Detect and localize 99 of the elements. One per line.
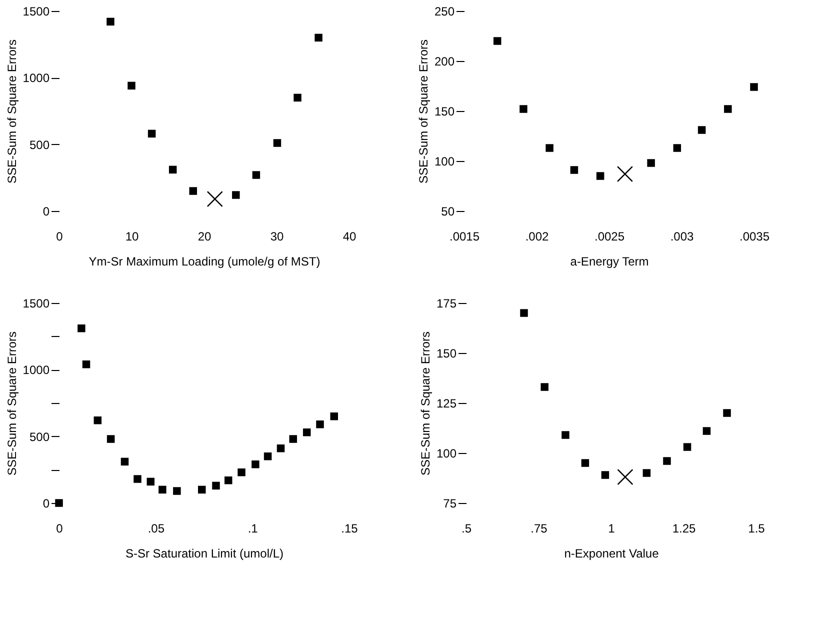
point [673, 144, 682, 152]
x-tick-label: .5 [461, 522, 472, 536]
point [106, 435, 115, 443]
x-tick-label: .0035 [739, 230, 770, 244]
point [617, 468, 634, 486]
point [289, 435, 297, 443]
point [252, 171, 260, 179]
point [750, 83, 758, 91]
y-tick-label: 50 [441, 204, 455, 218]
x-tick-label: .05 [148, 522, 165, 536]
point [546, 144, 554, 152]
x-tick-label: .0025 [594, 230, 625, 244]
point [128, 82, 136, 90]
point [189, 187, 197, 195]
point [683, 443, 692, 451]
point [146, 478, 155, 486]
x-tick-label: .0015 [449, 230, 480, 244]
x-tick-label: .003 [670, 230, 694, 244]
point [562, 431, 570, 439]
y-tick-label: 75 [443, 496, 457, 510]
y-tick-label: 1500 [22, 4, 50, 18]
point [294, 94, 302, 102]
point [570, 166, 578, 174]
x-tick-label: 1.5 [748, 522, 766, 536]
point [206, 190, 223, 208]
point [78, 324, 86, 332]
y-tick-label: 150 [436, 346, 457, 360]
y-tick-label: 0 [42, 496, 50, 510]
point [238, 468, 246, 476]
point [148, 130, 156, 138]
x-tick-label: 30 [270, 230, 284, 244]
point [698, 126, 706, 134]
point [724, 105, 732, 113]
x-tick-label: 20 [198, 230, 212, 244]
y-tick-label: 0 [42, 204, 50, 218]
y-axis-title: SSE-Sum of Square Errors [418, 331, 432, 476]
x-tick-label: 1.25 [672, 522, 696, 536]
point [158, 486, 166, 494]
point [134, 475, 142, 483]
point [723, 409, 731, 417]
x-tick-label: .75 [530, 522, 548, 536]
point [273, 139, 282, 147]
point [520, 309, 528, 317]
y-axis-title: SSE-Sum of Square Errors [4, 331, 19, 476]
x-axis-title: S-Sr Saturation Limit (umol/L) [125, 546, 284, 560]
x-tick-label: 0 [56, 230, 64, 244]
point [120, 458, 129, 466]
x-tick-label: 40 [342, 230, 356, 244]
point [647, 159, 655, 167]
point [581, 459, 590, 467]
point [316, 420, 324, 428]
point [330, 412, 338, 420]
x-tick-label: .1 [248, 522, 258, 536]
y-axis-title: SSE-Sum of Square Errors [4, 39, 19, 184]
y-axis-title: SSE-Sum of Square Errors [416, 39, 430, 184]
x-tick-label: 10 [125, 230, 139, 244]
point [82, 360, 90, 368]
point [168, 166, 177, 174]
point [520, 105, 528, 113]
y-tick-label: 1500 [22, 296, 50, 310]
x-tick-label: 1 [608, 522, 616, 536]
point [314, 34, 322, 42]
x-axis-title: n-Exponent Value [564, 546, 660, 560]
point [493, 37, 502, 45]
point [252, 460, 260, 468]
y-tick-label: 200 [434, 54, 455, 68]
y-tick-label: 1000 [22, 363, 50, 378]
y-tick-label: 100 [434, 154, 455, 168]
point [616, 166, 634, 182]
point [596, 172, 604, 180]
point [702, 427, 711, 435]
point [173, 487, 181, 495]
y-tick-label: 100 [436, 446, 457, 460]
x-tick-label: .002 [525, 230, 549, 244]
point [212, 482, 220, 490]
y-tick-label: 250 [434, 4, 455, 18]
x-axis-title: Ym-Sr Maximum Loading (umole/g of MST) [88, 254, 320, 268]
y-tick-label: 500 [29, 430, 50, 444]
x-tick-label: 0 [56, 522, 64, 536]
y-tick-label: 1000 [22, 71, 50, 86]
point [198, 486, 206, 494]
point [106, 18, 114, 26]
point [224, 476, 232, 484]
y-tick-label: 125 [436, 396, 457, 410]
y-tick-label: 150 [434, 104, 455, 118]
point [642, 469, 651, 477]
y-tick-label: 500 [29, 138, 50, 152]
point [264, 452, 272, 460]
point [540, 383, 548, 391]
point [232, 191, 240, 199]
point [302, 428, 311, 436]
x-tick-label: .15 [341, 522, 358, 536]
point [663, 457, 671, 465]
point [55, 499, 63, 507]
point [276, 444, 285, 452]
point [94, 416, 102, 424]
point [601, 471, 610, 479]
y-tick-label: 175 [436, 296, 457, 310]
x-axis-title: a-Energy Term [570, 254, 649, 268]
